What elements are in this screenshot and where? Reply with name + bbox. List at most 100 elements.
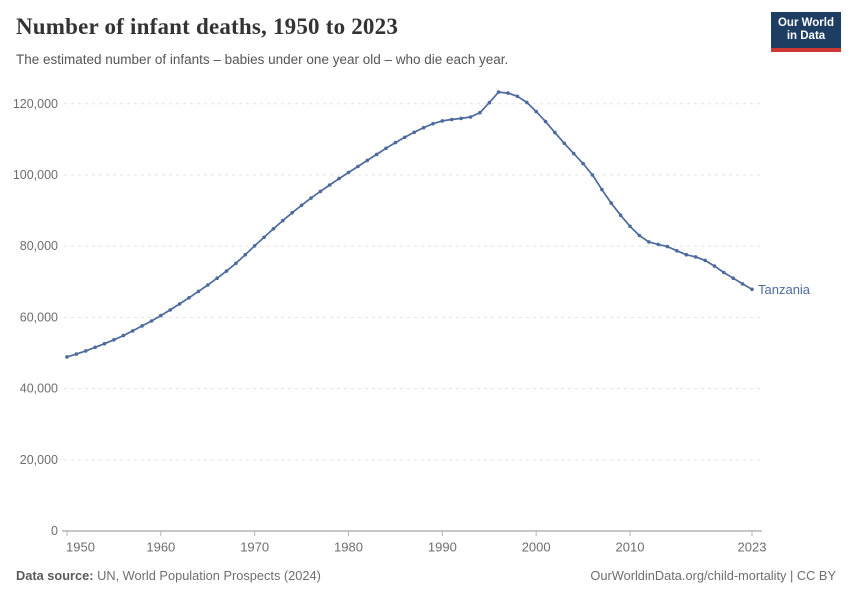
data-point[interactable] [281,218,285,223]
data-point[interactable] [600,187,604,192]
data-point[interactable] [356,164,360,169]
data-point[interactable] [431,121,435,126]
data-point[interactable] [102,341,107,346]
data-point[interactable] [374,152,379,157]
x-axis-tick-label: 2023 [738,540,767,555]
x-axis-tick-label: 1960 [146,540,175,555]
data-point[interactable] [637,233,642,238]
data-point[interactable] [299,203,304,208]
data-point[interactable] [93,345,97,350]
data-point[interactable] [506,91,510,95]
data-point[interactable] [121,333,126,338]
owid-logo-line2: in Data [786,30,826,42]
data-point[interactable] [656,242,660,247]
data-point[interactable] [177,302,182,306]
data-point[interactable] [675,249,679,253]
chart-footer: Data source: UN, World Population Prospe… [16,568,836,583]
data-point[interactable] [684,252,689,257]
series-label-tanzania[interactable]: Tanzania [758,282,811,297]
data-point[interactable] [403,135,407,140]
x-axis-tick-label: 1970 [240,540,269,555]
chart-title: Number of infant deaths, 1950 to 2023 [16,14,399,39]
data-point[interactable] [384,146,388,151]
x-axis-tick-label: 1990 [428,540,457,555]
data-point[interactable] [647,240,651,244]
y-axis-tick-label: 40,000 [20,382,58,396]
data-point[interactable] [243,252,248,257]
data-point[interactable] [750,287,754,292]
data-point[interactable] [262,235,266,240]
data-source-value: UN, World Population Prospects (2024) [93,568,321,583]
data-point[interactable] [84,349,88,353]
data-point[interactable] [628,224,632,229]
data-point[interactable] [234,261,238,266]
data-point[interactable] [112,338,116,342]
data-point[interactable] [553,130,557,135]
data-point[interactable] [65,355,69,359]
data-point[interactable] [412,130,417,135]
data-point[interactable] [149,319,154,323]
data-point[interactable] [609,201,613,205]
data-point[interactable] [327,183,332,187]
data-point[interactable] [224,269,229,273]
data-point[interactable] [252,244,257,248]
data-point[interactable] [731,276,735,281]
y-axis-tick-label: 80,000 [20,239,58,253]
data-point[interactable] [271,227,276,231]
data-point[interactable] [318,189,323,194]
x-axis-tick-label: 2000 [522,540,551,555]
data-point[interactable] [365,158,370,163]
y-axis-tick-label: 100,000 [13,168,58,182]
chart-subtitle: The estimated number of infants – babies… [16,52,509,67]
data-point[interactable] [130,329,135,333]
data-point[interactable] [740,282,745,286]
data-point[interactable] [590,173,595,177]
owid-logo-line1: Our World [777,17,834,29]
data-source-label: Data source: [16,568,94,583]
data-point[interactable] [346,170,351,175]
data-point[interactable] [440,119,445,123]
x-axis-tick-label: 1980 [334,540,363,555]
data-point[interactable] [478,110,482,115]
data-point[interactable] [337,176,341,181]
data-point[interactable] [459,116,463,121]
data-point[interactable] [534,109,538,114]
data-point[interactable] [140,324,144,328]
data-point[interactable] [496,90,501,94]
data-point[interactable] [712,264,717,268]
data-point[interactable] [215,276,219,281]
data-point[interactable] [543,119,548,124]
data-point[interactable] [468,115,473,119]
x-axis-tick-label: 1950 [66,540,95,555]
data-point[interactable] [74,352,79,356]
data-point[interactable] [159,313,163,318]
data-line-tanzania [66,91,753,358]
data-point[interactable] [449,117,454,122]
data-point[interactable] [187,296,191,300]
data-point[interactable] [703,258,707,263]
data-point[interactable] [562,141,567,146]
owid-logo[interactable]: Our World in Data [771,12,841,52]
data-point[interactable] [618,213,623,217]
data-point[interactable] [525,100,529,105]
data-point[interactable] [309,196,313,200]
data-point[interactable] [290,210,295,215]
data-point[interactable] [581,161,585,166]
data-point[interactable] [393,140,398,145]
data-source-note: Data source: UN, World Population Prospe… [16,568,321,583]
data-point[interactable] [693,255,698,259]
data-point[interactable] [515,94,520,99]
data-point[interactable] [487,100,492,105]
data-point[interactable] [571,151,576,156]
credit-link[interactable]: OurWorldinData.org/child-mortality | CC … [590,568,836,583]
y-axis-tick-label: 0 [51,524,58,538]
data-point[interactable] [665,244,670,249]
data-point[interactable] [206,283,210,287]
data-point[interactable] [196,289,201,294]
y-axis-tick-label: 120,000 [13,97,58,111]
data-point[interactable] [168,308,172,312]
data-point[interactable] [722,270,726,275]
data-point[interactable] [421,125,426,130]
